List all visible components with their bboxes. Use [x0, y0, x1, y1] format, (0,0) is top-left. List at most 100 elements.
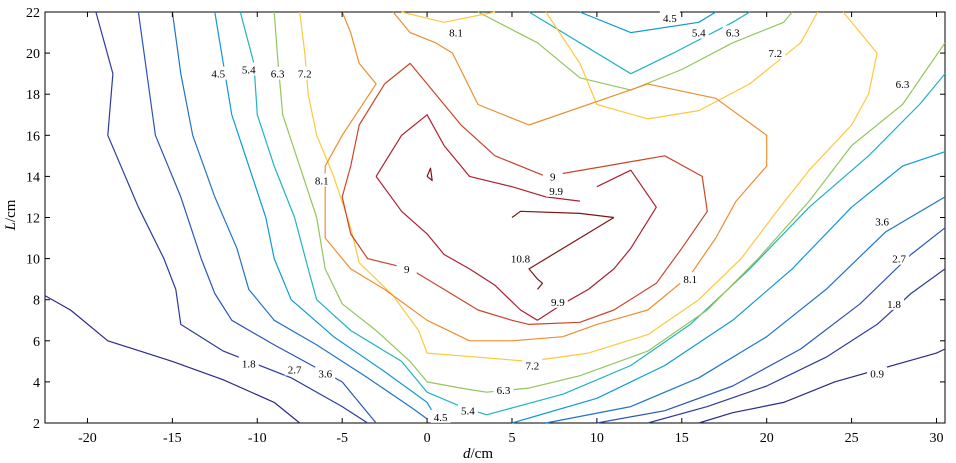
contour-line-4.5-2 [579, 11, 717, 34]
contour-label-0.9: 0.9 [870, 369, 884, 381]
contour-line-0.9-1 [698, 348, 946, 424]
contour-label-bg [872, 214, 893, 228]
contour-line-6.3-1 [528, 42, 946, 389]
contour-label-bg [722, 25, 743, 39]
contour-line-10.8-0 [426, 167, 433, 182]
contour-label-bg [267, 66, 288, 80]
contour-label-bg [311, 173, 332, 187]
contour-label-bg [238, 62, 259, 76]
contour-label-5.4: 5.4 [461, 406, 475, 418]
contour-label-bg [765, 46, 786, 60]
contour-label-10.8: 10.8 [511, 254, 531, 266]
x-tick-label: -15 [163, 431, 182, 446]
contour-lines [44, 11, 946, 424]
contour-label-bg [445, 25, 466, 39]
x-tick-label: 0 [424, 431, 431, 446]
contour-label-8.1: 8.1 [449, 28, 463, 40]
x-tick-label: -5 [336, 431, 348, 446]
contour-label-9.9: 9.9 [549, 186, 563, 198]
contour-line-7.2-0 [299, 11, 589, 362]
contour-line-5.4-0 [239, 11, 487, 416]
contour-label-5.4: 5.4 [242, 65, 256, 77]
x-tick-label: 25 [845, 431, 859, 446]
y-axis-title: L/cm [3, 199, 19, 231]
contour-line-7.2-2 [401, 11, 496, 23]
contour-label-bg [542, 169, 563, 183]
contour-line-4.5-1 [511, 151, 946, 424]
contour-line-3.6-0 [171, 11, 428, 420]
contour-line-5.4-1 [486, 73, 946, 416]
contour-label-3.6: 3.6 [318, 369, 332, 381]
contour-label-4.5: 4.5 [434, 412, 448, 424]
contour-line-0.9-0 [44, 295, 301, 424]
y-tick-label: 4 [33, 376, 40, 391]
contour-line-7.2-3 [545, 11, 819, 120]
x-tick-label: 10 [590, 431, 604, 446]
x-tick-label: -10 [248, 431, 267, 446]
contour-line-2.7-1 [596, 227, 946, 424]
x-tick-label: -20 [78, 431, 97, 446]
contour-line-1.8-1 [647, 268, 946, 424]
contour-label-bg [680, 272, 701, 286]
contour-label-bg [208, 66, 229, 80]
contour-line-5.4-2 [528, 11, 751, 75]
contour-label-6.3: 6.3 [726, 28, 740, 40]
contour-label-bg [547, 294, 568, 308]
y-tick-label: 20 [26, 47, 40, 62]
contour-label-8.1: 8.1 [315, 176, 329, 188]
contour-label-bg [522, 358, 543, 372]
contour-line-9.9-0 [375, 114, 580, 202]
contour-line-6.3-0 [273, 11, 530, 393]
contour-label-bg [546, 183, 567, 197]
x-axis-title: d/cm [463, 446, 493, 462]
contour-line-1.8-0 [95, 11, 368, 424]
contour-label-bg [884, 296, 905, 310]
x-tick-label: 15 [675, 431, 689, 446]
contour-line-8.1-1 [392, 11, 768, 338]
contour-label-bg [493, 383, 514, 397]
contour-label-bg [867, 366, 888, 380]
contour-line-3.6-1 [545, 196, 946, 424]
contour-label-bg [510, 251, 531, 265]
contour-label-bg [284, 362, 305, 376]
contour-label-bg [430, 409, 451, 423]
contour-line-6.3-2 [477, 11, 793, 91]
contour-line-4.5-0 [214, 11, 437, 418]
contour-line-9-0 [341, 62, 708, 325]
plot-area [44, 11, 946, 424]
y-tick-label: 10 [26, 253, 40, 268]
contour-label-2.7: 2.7 [892, 254, 906, 266]
y-tick-label: 6 [33, 335, 40, 350]
y-tick-label: 14 [26, 170, 40, 185]
contour-line-10.8-2 [528, 216, 615, 290]
contour-line-7.2-1 [588, 11, 878, 354]
y-tick-label: 18 [26, 88, 40, 103]
contour-line-8.1-0 [324, 11, 563, 342]
contour-label-1.8: 1.8 [887, 299, 901, 311]
x-tick-label: 5 [508, 431, 515, 446]
contour-label-4.5: 4.5 [211, 69, 225, 81]
contour-line-2.7-0 [137, 11, 377, 424]
contour-line-9.9-2 [375, 176, 538, 321]
contour-label-6.3: 6.3 [896, 79, 910, 91]
x-tick-label: 30 [930, 431, 944, 446]
contour-label-5.4: 5.4 [692, 28, 706, 40]
contour-labels: 0.9 1.8 1.8 2.7 2.7 3.6 3.6 4.5 4.5 4.5 5.4 5.4 5.4 6… [208, 11, 913, 424]
contour-line-10.8-1 [511, 210, 614, 219]
contour-label-bg [315, 366, 336, 380]
y-tick-label: 12 [26, 212, 40, 227]
contour-label-9.9: 9.9 [551, 297, 565, 309]
y-tick-label: 2 [33, 417, 40, 432]
contour-label-3.6: 3.6 [875, 217, 889, 229]
contour-label-4.5: 4.5 [663, 13, 677, 25]
contour-label-bg [396, 261, 417, 275]
contour-label-bg [294, 66, 315, 80]
contour-label-9: 9 [404, 264, 410, 276]
contour-label-8.1: 8.1 [683, 274, 697, 286]
contour-label-7.2: 7.2 [768, 48, 782, 60]
contour-label-6.3: 6.3 [271, 69, 285, 81]
contour-label-7.2: 7.2 [298, 69, 312, 81]
contour-label-bg [238, 356, 259, 370]
contour-label-bg [688, 25, 709, 39]
